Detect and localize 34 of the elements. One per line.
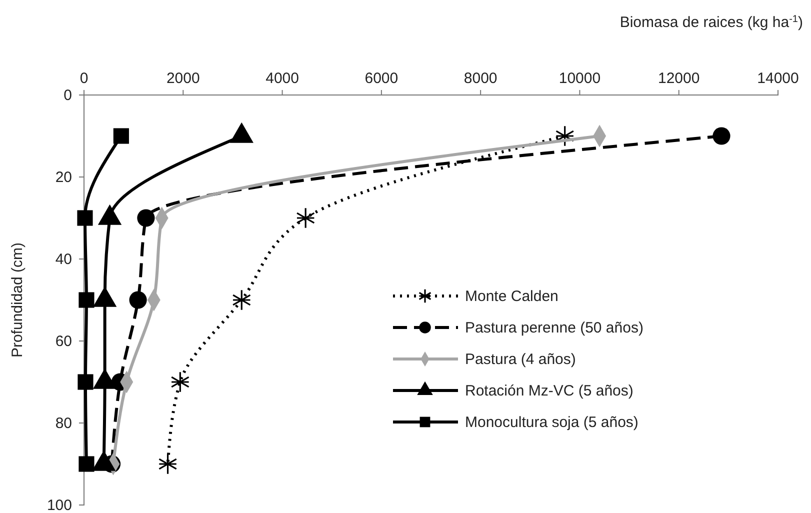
point bbox=[296, 207, 315, 229]
legend-label: Monte Calden bbox=[465, 288, 558, 305]
y-tick-label: 20 bbox=[55, 168, 72, 186]
y-tick-label: 0 bbox=[64, 86, 72, 104]
point bbox=[555, 125, 574, 147]
y-axis-title: Profundidad (cm) bbox=[9, 242, 26, 358]
legend-label: Pastura (4 años) bbox=[465, 351, 576, 368]
x-tick-label: 0 bbox=[80, 70, 88, 87]
x-tick-label: 10000 bbox=[558, 70, 601, 87]
point bbox=[137, 209, 155, 227]
point bbox=[78, 374, 94, 390]
x-axis-title: Biomasa de raices (kg ha$^{-1}$) bbox=[620, 14, 803, 31]
x-tick-label: 12000 bbox=[658, 70, 700, 87]
legend-label: Rotación Mz-VC (5 años) bbox=[465, 382, 634, 400]
point bbox=[232, 289, 252, 311]
y-tick-label: 40 bbox=[55, 250, 72, 268]
legend-label: Pastura perenne (50 años) bbox=[465, 320, 644, 336]
y-tick-label: 100 bbox=[46, 496, 72, 513]
point bbox=[113, 128, 129, 144]
point bbox=[158, 453, 178, 475]
legend-label: Monocultura soja (5 años) bbox=[465, 414, 638, 431]
point bbox=[170, 371, 190, 393]
point bbox=[129, 291, 147, 309]
x-tick-label: 2000 bbox=[166, 70, 200, 87]
x-tick-label: 8000 bbox=[464, 70, 498, 87]
x-tick-label: 6000 bbox=[364, 70, 398, 87]
x-tick-label: 4000 bbox=[266, 70, 299, 87]
point bbox=[78, 292, 94, 308]
point bbox=[712, 127, 730, 145]
point bbox=[77, 210, 93, 226]
y-tick-label: 60 bbox=[55, 332, 72, 350]
y-tick-label: 80 bbox=[55, 414, 72, 432]
x-tick-label: 14000 bbox=[757, 70, 799, 87]
point bbox=[78, 456, 94, 472]
